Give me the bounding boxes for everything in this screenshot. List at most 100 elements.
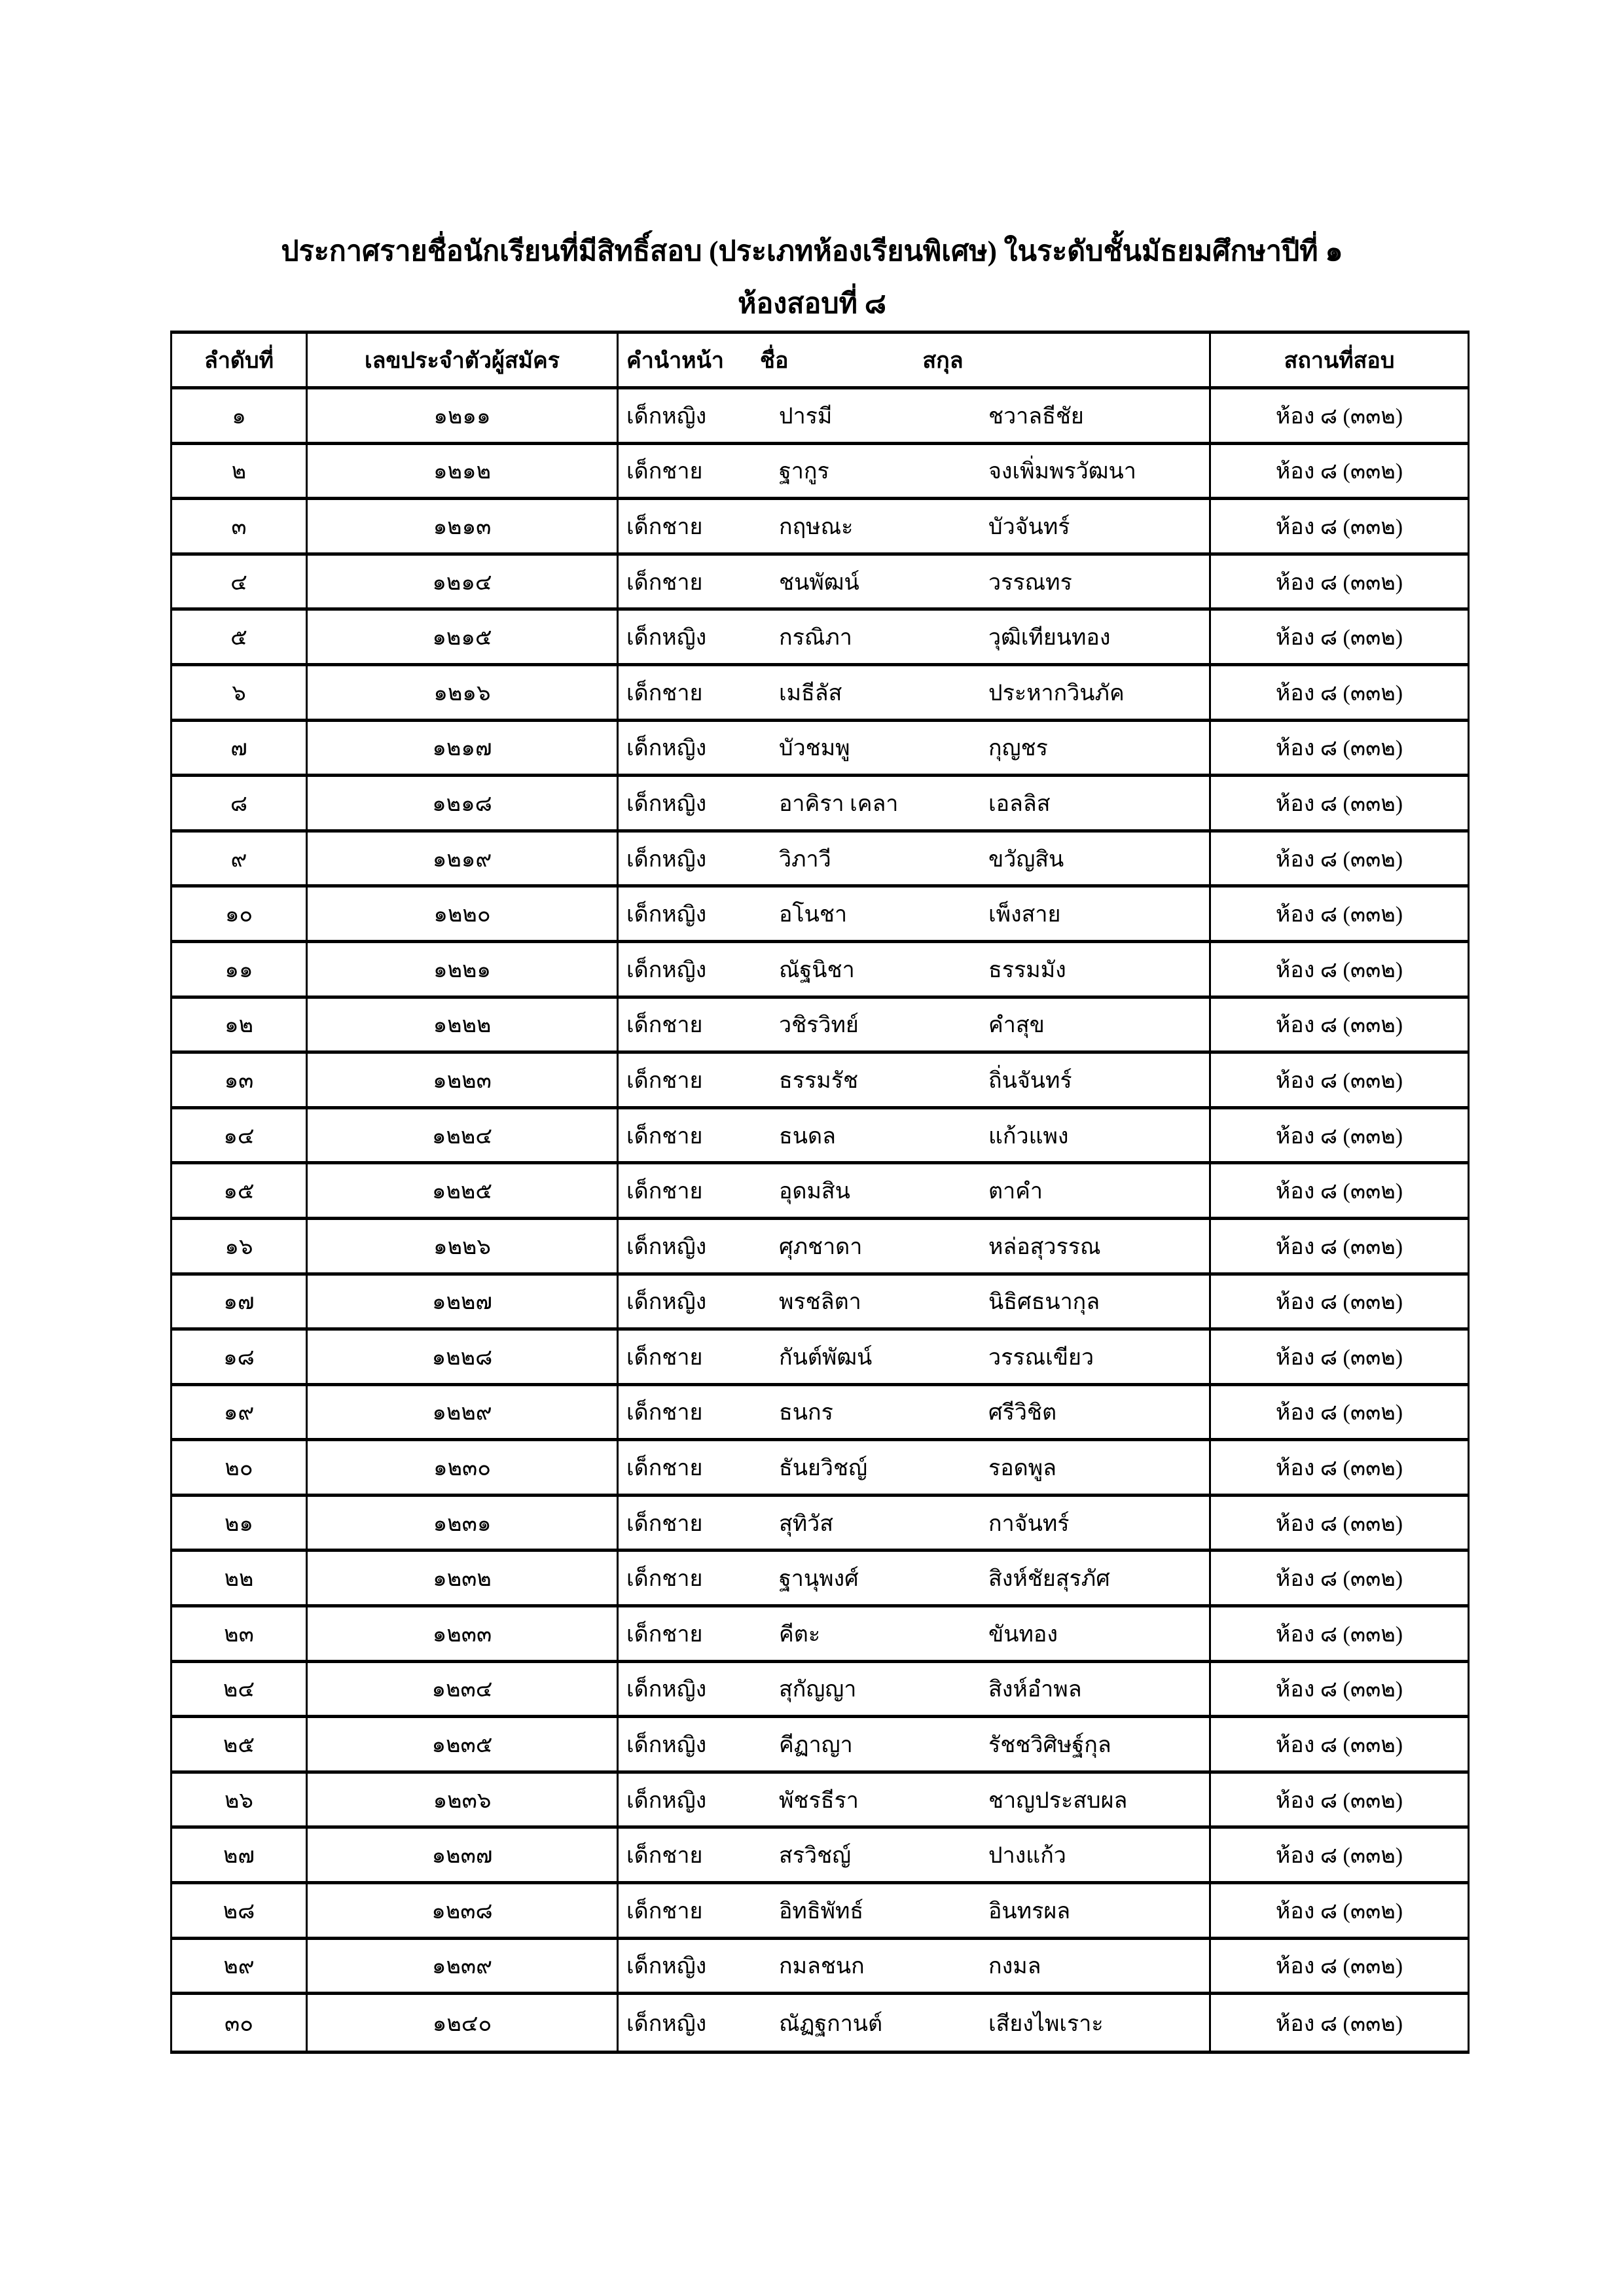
cell-applicant-id: ๑๒๓๔	[308, 1662, 619, 1715]
cell-no: ๕	[172, 611, 308, 663]
cell-surname: จงเพิ่มพรวัฒนา	[988, 459, 1136, 484]
cell-applicant-id: ๑๒๓๖	[308, 1773, 619, 1826]
cell-surname: ประหากวินภัค	[988, 681, 1125, 706]
table-row: ๓ ๑๒๑๓ เด็กชาย กฤษณะ บัวจันทร์ ห้อง ๘ (๓…	[172, 500, 1468, 556]
cell-name-group: เด็กชาย อุดมสิน ตาคำ	[619, 1164, 1211, 1217]
cell-surname: ขันทอง	[988, 1622, 1058, 1647]
cell-surname: แก้วแพง	[988, 1124, 1069, 1149]
cell-first-name: ฐากูร	[779, 459, 829, 484]
cell-surname: ธรรมมัง	[988, 958, 1066, 982]
cell-applicant-id: ๑๒๓๘	[308, 1884, 619, 1937]
cell-no: ๒๔	[172, 1662, 308, 1715]
cell-surname: ชวาลธีชัย	[988, 404, 1084, 429]
cell-location: ห้อง ๘ (๓๓๒)	[1275, 1677, 1403, 1702]
cell-surname: ตาคำ	[988, 1179, 1043, 1204]
cell-location: ห้อง ๘ (๓๓๒)	[1275, 1345, 1403, 1370]
cell-location: ห้อง ๘ (๓๓๒)	[1275, 903, 1403, 927]
cell-first-name: อาคิรา เคลา	[779, 791, 899, 816]
cell-no: ๑๑	[172, 942, 308, 996]
cell-prefix: เด็กชาย	[626, 1401, 703, 1426]
cell-location: ห้อง ๘ (๓๓๒)	[1275, 626, 1403, 651]
table-row: ๑๔ ๑๒๒๔ เด็กชาย ธนดล แก้วแพง ห้อง ๘ (๓๓๒…	[172, 1109, 1468, 1165]
cell-no: ๘	[172, 777, 308, 829]
cell-name-group: เด็กหญิง อโนชา เพ็งสาย	[619, 888, 1211, 940]
page-title: ประกาศรายชื่อนักเรียนที่มีสิทธิ์สอบ (ประ…	[0, 226, 1624, 331]
cell-first-name: ชนพัฒน์	[779, 570, 859, 595]
cell-location: ห้อง ๘ (๓๓๒)	[1275, 681, 1403, 706]
cell-name-group: เด็กหญิง ศุภชาดา หล่อสุวรรณ	[619, 1219, 1211, 1272]
cell-no: ๓	[172, 500, 308, 552]
cell-no: ๑๗	[172, 1275, 308, 1328]
header-cell-no: ลำดับที่	[172, 334, 308, 386]
cell-surname: นิธิศธนากุล	[988, 1290, 1100, 1315]
table-row: ๒๖ ๑๒๓๖ เด็กหญิง พัชรธีรา ชาญประสบผล ห้อ…	[172, 1773, 1468, 1829]
cell-no: ๒๙	[172, 1939, 308, 1992]
cell-first-name: ธนดล	[779, 1124, 836, 1149]
cell-prefix: เด็กหญิง	[626, 1677, 707, 1702]
cell-applicant-id: ๑๒๒๖	[308, 1219, 619, 1272]
cell-prefix: เด็กชาย	[626, 681, 703, 706]
cell-no: ๒๕	[172, 1718, 308, 1770]
header-cell-location: สถานที่สอบ	[1284, 349, 1395, 373]
cell-no: ๑๓	[172, 1054, 308, 1106]
cell-first-name: ปารมี	[779, 404, 833, 429]
cell-location: ห้อง ๘ (๓๓๒)	[1275, 1954, 1403, 1979]
cell-no: ๒๖	[172, 1773, 308, 1826]
cell-surname: ชาญประสบผล	[988, 1788, 1128, 1813]
table-row: ๑๓ ๑๒๒๓ เด็กชาย ธรรมรัช ถิ่นจันทร์ ห้อง …	[172, 1054, 1468, 1109]
table-row: ๘ ๑๒๑๘ เด็กหญิง อาคิรา เคลา เอลลิส ห้อง …	[172, 777, 1468, 833]
cell-applicant-id: ๑๒๒๒	[308, 998, 619, 1051]
cell-first-name: ศุภชาดา	[779, 1234, 863, 1259]
cell-applicant-id: ๑๒๑๙	[308, 832, 619, 885]
cell-first-name: สุทิวัส	[779, 1511, 834, 1536]
table-row: ๑ ๑๒๑๑ เด็กหญิง ปารมี ชวาลธีชัย ห้อง ๘ (…	[172, 389, 1468, 445]
exam-candidates-table: ลำดับที่ เลขประจำตัวผู้สมัคร คำนำหน้า ชื…	[170, 331, 1470, 2054]
cell-surname: วุฒิเทียนทอง	[988, 626, 1111, 651]
cell-no: ๗	[172, 721, 308, 774]
cell-name-group: เด็กชาย ธันยวิชญ์ รอดพูล	[619, 1441, 1211, 1494]
table-row: ๑๙ ๑๒๒๙ เด็กชาย ธนกร ศรีวิชิต ห้อง ๘ (๓๓…	[172, 1386, 1468, 1442]
cell-surname: ปางแก้ว	[988, 1844, 1066, 1869]
cell-applicant-id: ๑๒๔๐	[308, 1995, 619, 2051]
cell-surname: เอลลิส	[988, 791, 1051, 816]
cell-first-name: สุกัญญา	[779, 1677, 857, 1702]
cell-surname: หล่อสุวรรณ	[988, 1234, 1101, 1259]
cell-prefix: เด็กชาย	[626, 1345, 703, 1370]
cell-first-name: คีตะ	[779, 1622, 821, 1647]
cell-name-group: เด็กหญิง พัชรธีรา ชาญประสบผล	[619, 1773, 1211, 1826]
cell-first-name: วชิรวิทย์	[779, 1013, 859, 1038]
cell-surname: กุญชร	[988, 736, 1048, 761]
table-row: ๑๘ ๑๒๒๘ เด็กชาย กันต์พัฒน์ วรรณเขียว ห้อ…	[172, 1331, 1468, 1386]
cell-first-name: สรวิชญ์	[779, 1844, 852, 1869]
cell-location: ห้อง ๘ (๓๓๒)	[1275, 1899, 1403, 1924]
cell-first-name: ธันยวิชญ์	[779, 1456, 868, 1481]
cell-no: ๒	[172, 444, 308, 497]
cell-name-group: เด็กชาย อิทธิพัทธ์ อินทรผล	[619, 1884, 1211, 1937]
cell-applicant-id: ๑๒๒๑	[308, 942, 619, 996]
table-row: ๓๐ ๑๒๔๐ เด็กหญิง ณัฏฐกานต์ เสียงไพเราะ ห…	[172, 1995, 1468, 2051]
cell-location: ห้อง ๘ (๓๓๒)	[1275, 1401, 1403, 1426]
cell-surname: สิงห์อำพล	[988, 1677, 1082, 1702]
cell-location: ห้อง ๘ (๓๓๒)	[1275, 1788, 1403, 1813]
cell-prefix: เด็กชาย	[626, 459, 703, 484]
cell-applicant-id: ๑๒๒๘	[308, 1331, 619, 1383]
cell-surname: สิงห์ชัยสุรภัศ	[988, 1567, 1110, 1592]
cell-prefix: เด็กชาย	[626, 1844, 703, 1869]
cell-no: ๒๘	[172, 1884, 308, 1937]
table-row: ๒๐ ๑๒๓๐ เด็กชาย ธันยวิชญ์ รอดพูล ห้อง ๘ …	[172, 1441, 1468, 1497]
cell-location: ห้อง ๘ (๓๓๒)	[1275, 1733, 1403, 1758]
cell-first-name: ฐานุพงศ์	[779, 1567, 859, 1592]
cell-name-group: เด็กหญิง พรชลิตา นิธิศธนากุล	[619, 1275, 1211, 1328]
cell-applicant-id: ๑๒๓๑	[308, 1496, 619, 1549]
table-row: ๑๐ ๑๒๒๐ เด็กหญิง อโนชา เพ็งสาย ห้อง ๘ (๓…	[172, 888, 1468, 943]
cell-prefix: เด็กชาย	[626, 1899, 703, 1924]
cell-name-group: เด็กหญิง วิภาวี ขวัญสิน	[619, 832, 1211, 885]
table-row: ๕ ๑๒๑๕ เด็กหญิง กรณิภา วุฒิเทียนทอง ห้อง…	[172, 611, 1468, 666]
cell-no: ๙	[172, 832, 308, 885]
cell-applicant-id: ๑๒๓๓	[308, 1607, 619, 1660]
cell-name-group: เด็กชาย ฐานุพงศ์ สิงห์ชัยสุรภัศ	[619, 1552, 1211, 1605]
cell-name-group: เด็กชาย ธนกร ศรีวิชิต	[619, 1386, 1211, 1439]
cell-applicant-id: ๑๒๑๖	[308, 666, 619, 719]
cell-prefix: เด็กชาย	[626, 1456, 703, 1481]
cell-applicant-id: ๑๒๑๕	[308, 611, 619, 663]
